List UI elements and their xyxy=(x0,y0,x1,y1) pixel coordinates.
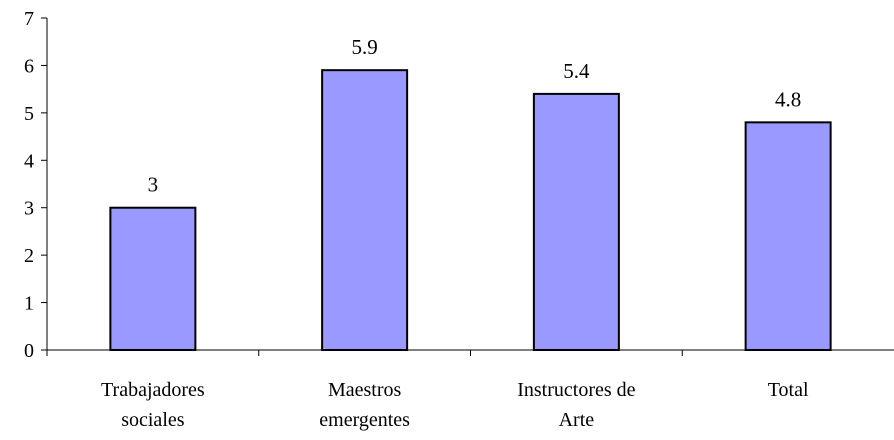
y-tick-label: 0 xyxy=(24,340,34,362)
category-label-line: sociales xyxy=(121,409,185,431)
bar xyxy=(532,92,620,351)
y-tick-label: 6 xyxy=(24,55,34,77)
bar xyxy=(744,121,832,352)
bar xyxy=(109,206,197,351)
data-label: 3 xyxy=(148,173,159,197)
y-tick-label: 7 xyxy=(24,8,34,30)
category-label-line: Maestros xyxy=(328,379,402,401)
category-label-line: Instructores de xyxy=(517,379,635,401)
category-label-line: Arte xyxy=(559,409,595,431)
y-tick-label: 4 xyxy=(24,150,34,172)
labels: 0 1 2 3 4 5 6 7 3 Trabajadores sociales 5.9 Maestros… xyxy=(24,8,809,431)
y-tick-label: 2 xyxy=(24,245,34,267)
category-label: Maestros emergentes xyxy=(319,379,410,431)
bars xyxy=(109,69,832,352)
data-label: 4.8 xyxy=(775,87,801,111)
category-label: Trabajadores sociales xyxy=(101,379,205,431)
category-label-line: emergentes xyxy=(319,409,410,431)
data-label: 5.9 xyxy=(352,35,378,59)
category-label: Instructores de Arte xyxy=(517,379,635,431)
y-tick-label: 3 xyxy=(24,198,34,220)
y-tick-label: 1 xyxy=(24,293,34,315)
bar xyxy=(321,69,409,352)
data-label: 5.4 xyxy=(563,59,590,83)
y-tick-label: 5 xyxy=(24,103,34,125)
category-label-line: Trabajadores xyxy=(101,379,205,401)
category-label-line: Total xyxy=(768,379,809,401)
category-label: Total xyxy=(768,379,809,401)
